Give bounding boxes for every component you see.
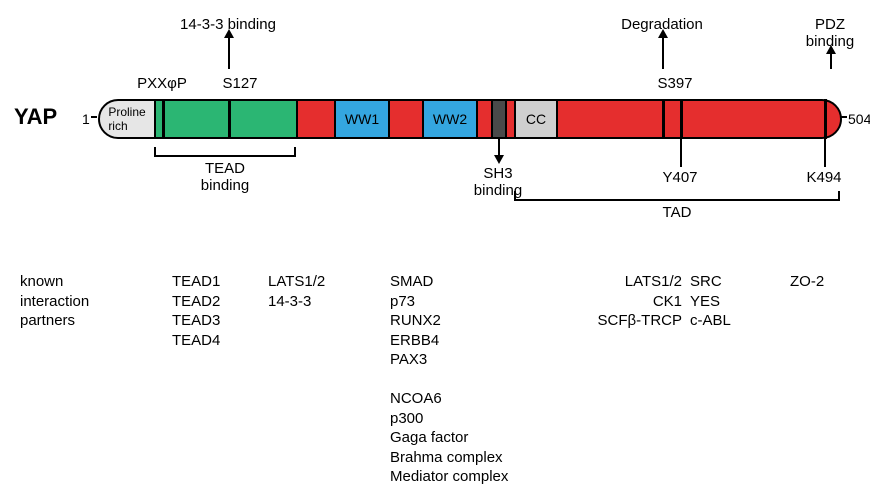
partners-column: LATS1/2 CK1 SCFβ-TRCP: [572, 272, 682, 331]
site-label-bottom: Y407: [650, 169, 710, 186]
domain-segment: WW1: [334, 99, 390, 139]
arrow-stem: [662, 37, 664, 69]
partners-column: SRC YES c-ABL: [690, 272, 731, 331]
site-line: [662, 99, 665, 139]
site-tick: [680, 139, 682, 167]
arrow-down-icon: [494, 155, 504, 164]
aa-start: 1: [82, 111, 90, 127]
bracket-label: TEAD binding: [175, 160, 275, 194]
partners-heading: known interaction partners: [20, 272, 89, 331]
domain-segment: [556, 99, 842, 139]
site-label-top: PXXφP: [127, 75, 197, 92]
site-line: [228, 99, 231, 139]
bracket: [154, 147, 296, 157]
domain-bar: Proline rich WW1 WW2 CC: [98, 99, 840, 139]
arrow-up-icon: [826, 45, 836, 54]
top-annotation-label: PDZ binding: [770, 16, 870, 50]
bracket-label: TAD: [627, 204, 727, 221]
domain-segment: [388, 99, 424, 139]
partners-column: LATS1/2 14-3-3: [268, 272, 325, 311]
arrow-up-icon: [224, 29, 234, 38]
domain-segment: [296, 99, 336, 139]
site-label-top: S397: [640, 75, 710, 92]
tick-start: [91, 116, 97, 118]
bracket: [514, 191, 840, 201]
domain-segment: CC: [514, 99, 558, 139]
site-label-bottom: K494: [794, 169, 854, 186]
site-label-top: S127: [205, 75, 275, 92]
partners-column: SMAD p73 RUNX2 ERBB4 PAX3 NCOA6 p300 Gag…: [390, 272, 508, 487]
aa-end: 504: [848, 111, 870, 127]
yap-domain-diagram: YAP 1 504 Proline richWW1WW2CC 14-3-3 bi…: [0, 9, 870, 504]
arrow-up-icon: [658, 29, 668, 38]
site-line: [824, 99, 827, 139]
domain-segment: Proline rich: [98, 99, 156, 139]
partners-column: TEAD1 TEAD2 TEAD3 TEAD4: [172, 272, 220, 350]
site-line: [162, 99, 165, 139]
domain-segment: WW2: [422, 99, 478, 139]
partners-column: ZO-2: [790, 272, 824, 292]
site-line: [680, 99, 683, 139]
protein-name: YAP: [14, 104, 57, 130]
arrow-stem: [830, 53, 832, 69]
arrow-stem: [228, 37, 230, 69]
site-tick: [824, 139, 826, 167]
domain-segment: [154, 99, 298, 139]
